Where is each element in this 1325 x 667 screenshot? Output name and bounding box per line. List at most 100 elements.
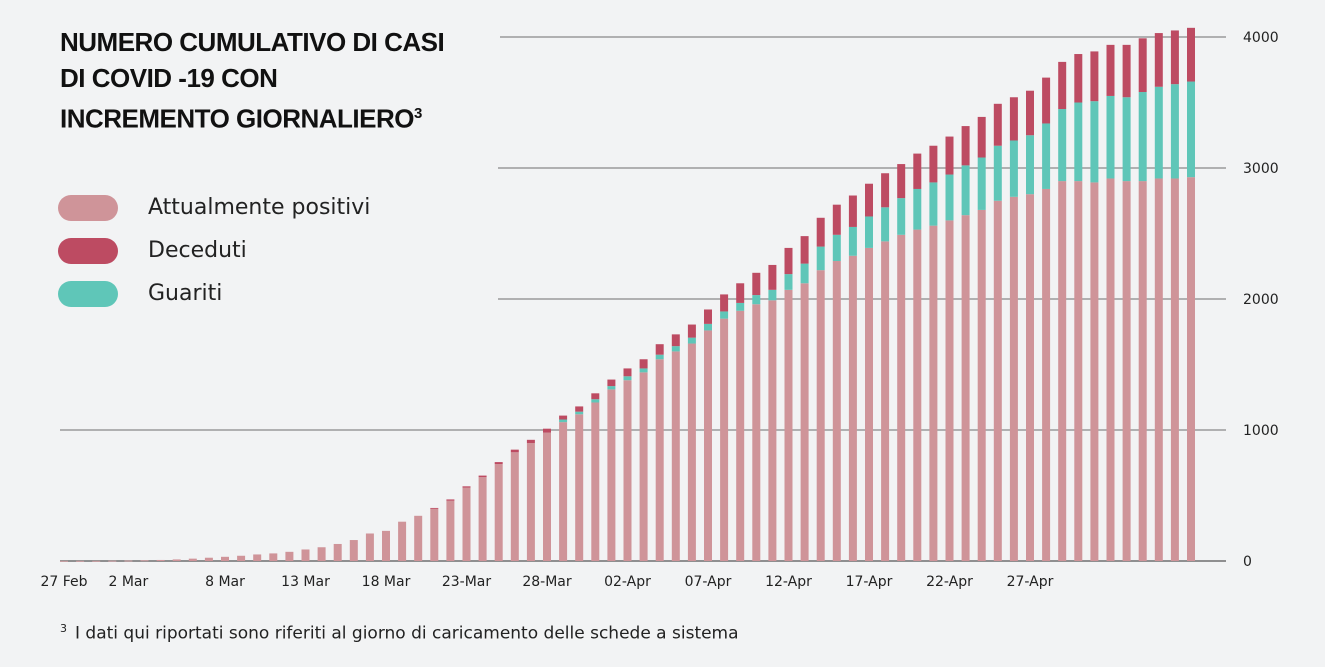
legend-item-deceduti: Deceduti: [58, 229, 370, 272]
bar-group-30: [543, 428, 551, 561]
bar-attualmente-positivi: [655, 359, 664, 561]
bar-guariti: [687, 337, 696, 344]
bar-deceduti: [1058, 61, 1067, 110]
bar-deceduti: [929, 145, 938, 183]
bar-group-61: [1042, 77, 1051, 561]
bar-group-68: [1154, 33, 1163, 562]
bar-attualmente-positivi: [671, 351, 680, 561]
bar-group-40: [704, 309, 712, 561]
bar-deceduti: [977, 116, 986, 158]
bar-group-19: [365, 533, 374, 561]
bar-guariti: [639, 368, 648, 373]
chart-title: NUMERO CUMULATIVO DI CASI DI COVID -19 C…: [60, 24, 445, 137]
x-tick-label-4: 18 Mar: [362, 574, 411, 590]
bar-deceduti: [591, 393, 600, 400]
bar-guariti: [816, 246, 825, 271]
bar-deceduti: [1009, 97, 1018, 141]
bar-group-24: [446, 499, 455, 561]
bar-deceduti: [1187, 27, 1195, 82]
bar-attualmente-positivi: [1042, 188, 1051, 561]
bar-deceduti: [1090, 51, 1099, 102]
bar-deceduti: [543, 428, 551, 433]
bar-guariti: [736, 302, 745, 311]
bar-guariti: [1154, 86, 1163, 179]
bar-guariti: [945, 174, 954, 221]
bar-attualmente-positivi: [430, 508, 439, 561]
bar-attualmente-positivi: [720, 318, 729, 561]
bar-deceduti: [800, 236, 809, 264]
bar-attualmente-positivi: [784, 289, 793, 561]
bar-deceduti: [704, 309, 712, 324]
bar-guariti: [704, 323, 712, 331]
bar-group-63: [1074, 54, 1083, 561]
bar-deceduti: [1122, 44, 1131, 98]
bar-guariti: [897, 198, 906, 235]
bar-group-37: [655, 344, 664, 561]
bar-deceduti: [446, 499, 455, 501]
bar-guariti: [881, 207, 890, 242]
x-tick-label-11: 22-Apr: [926, 574, 973, 590]
bar-guariti: [591, 399, 600, 403]
bar-group-57: [977, 116, 986, 562]
bar-deceduti: [510, 449, 519, 453]
bar-guariti: [977, 157, 986, 210]
bar-attualmente-positivi: [543, 432, 551, 561]
bar-group-18: [349, 540, 358, 561]
legend-label-deceduti: Deceduti: [148, 238, 247, 263]
bar-group-69: [1170, 30, 1179, 562]
bar-attualmente-positivi: [269, 553, 278, 561]
bar-attualmente-positivi: [977, 209, 986, 562]
legend-swatch-attualmente-positivi: [58, 194, 118, 221]
bar-attualmente-positivi: [1009, 196, 1018, 561]
bar-attualmente-positivi: [1122, 181, 1131, 561]
bar-deceduti: [687, 324, 696, 338]
bar-group-21: [398, 521, 407, 561]
title-footnote-marker: 3: [413, 105, 422, 122]
bar-deceduti: [575, 406, 584, 412]
bar-attualmente-positivi: [559, 422, 568, 561]
x-tick-label-12: 27-Apr: [1007, 574, 1054, 590]
bar-guariti: [1187, 81, 1195, 178]
bar-attualmente-positivi: [913, 229, 922, 561]
bar-attualmente-positivi: [687, 343, 696, 561]
bar-group-46: [800, 236, 809, 561]
bar-guariti: [1122, 97, 1131, 182]
bar-group-60: [1026, 90, 1034, 561]
bar-deceduti: [865, 183, 873, 217]
bar-group-53: [913, 153, 922, 561]
bar-group-52: [897, 164, 906, 561]
bar-group-59: [1009, 97, 1018, 561]
bar-group-66: [1122, 44, 1131, 561]
bar-group-4: [124, 560, 133, 562]
bar-attualmente-positivi: [832, 261, 841, 561]
bar-guariti: [575, 411, 584, 415]
bar-group-23: [430, 507, 439, 561]
bar-attualmente-positivi: [623, 380, 632, 561]
bar-group-42: [736, 283, 745, 561]
bar-group-65: [1106, 44, 1115, 562]
bar-group-8: [188, 558, 197, 561]
bar-group-10: [221, 556, 229, 561]
bar-attualmente-positivi: [221, 556, 229, 561]
bar-attualmente-positivi: [253, 554, 262, 561]
bar-deceduti: [720, 294, 729, 312]
legend-item-guariti: Guariti: [58, 272, 370, 315]
bar-group-0: [60, 560, 68, 562]
bar-guariti: [559, 419, 568, 423]
bar-group-35: [623, 368, 632, 561]
bar-deceduti: [752, 272, 761, 296]
bar-attualmente-positivi: [575, 414, 584, 561]
bar-deceduti: [478, 475, 487, 478]
bar-attualmente-positivi: [800, 283, 809, 561]
legend-item-attualmente-positivi: Attualmente positivi: [58, 186, 370, 229]
chart-title-line-3: INCREMENTO GIORNALIERO3: [60, 96, 444, 137]
bar-group-56: [961, 126, 970, 561]
y-tick-label-0: 0: [1243, 554, 1252, 570]
bar-attualmente-positivi: [285, 551, 294, 561]
bar-group-15: [301, 549, 310, 561]
bar-attualmente-positivi: [1090, 182, 1099, 561]
bar-guariti: [1009, 140, 1018, 197]
bar-attualmente-positivi: [60, 560, 68, 562]
bar-deceduti: [462, 486, 471, 488]
x-tick-label-9: 12-Apr: [765, 574, 812, 590]
